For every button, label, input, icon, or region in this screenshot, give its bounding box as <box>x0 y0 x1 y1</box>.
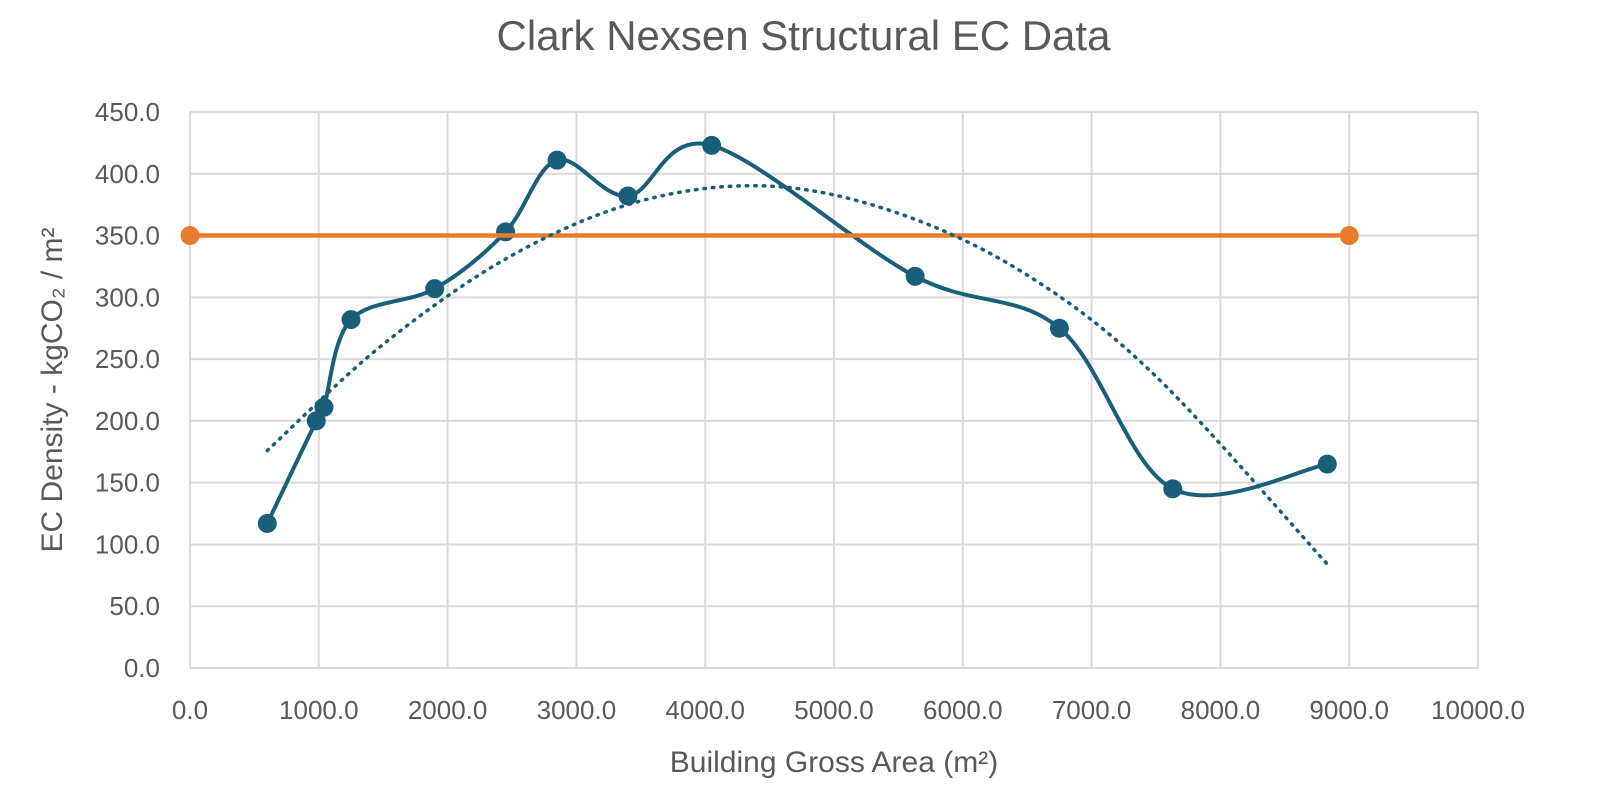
series-layer <box>180 135 1359 566</box>
grid-layer <box>189 111 1479 669</box>
data-point <box>341 310 361 330</box>
x-tick-label: 8000.0 <box>1181 695 1261 725</box>
y-tick-label: 450.0 <box>95 97 160 127</box>
y-tick-label: 250.0 <box>95 344 160 374</box>
data-point <box>1049 318 1069 338</box>
data-point <box>905 266 925 286</box>
chart-title: Clark Nexsen Structural EC Data <box>496 12 1111 59</box>
y-tick-label: 350.0 <box>95 221 160 251</box>
series-line <box>265 141 1328 525</box>
x-axis-title: Building Gross Area (m²) <box>670 746 998 779</box>
y-tick-label: 0.0 <box>124 653 160 683</box>
y-tick-label: 150.0 <box>95 468 160 498</box>
x-tick-label: 0.0 <box>172 695 208 725</box>
tick-label-layer: 0.0 50.0 100.0 150.0 200.0 250.0 300.0 350.0 400… <box>95 97 1525 725</box>
x-tick-label: 4000.0 <box>665 695 745 725</box>
y-tick-label: 300.0 <box>95 282 160 312</box>
data-point <box>1163 479 1183 499</box>
reference-point <box>1339 226 1359 246</box>
y-tick-label: 400.0 <box>95 159 160 189</box>
data-point <box>547 150 567 170</box>
y-tick-label: 50.0 <box>109 591 160 621</box>
x-tick-label: 7000.0 <box>1052 695 1132 725</box>
data-point <box>257 513 277 533</box>
data-point <box>496 222 516 242</box>
trendline <box>265 183 1330 566</box>
y-tick-label: 200.0 <box>95 406 160 436</box>
data-point <box>1317 454 1337 474</box>
x-tick-label: 6000.0 <box>923 695 1003 725</box>
reference-point <box>180 226 200 246</box>
data-point <box>702 135 722 155</box>
y-tick-label: 100.0 <box>95 529 160 559</box>
data-point <box>425 279 445 299</box>
x-tick-label: 2000.0 <box>408 695 488 725</box>
x-tick-label: 10000.0 <box>1431 695 1525 725</box>
data-point <box>618 186 638 206</box>
x-tick-label: 5000.0 <box>794 695 874 725</box>
x-tick-label: 9000.0 <box>1309 695 1389 725</box>
x-tick-label: 1000.0 <box>279 695 359 725</box>
x-tick-label: 3000.0 <box>537 695 617 725</box>
y-axis-title: EC Density - kgCO₂ / m² <box>36 227 69 552</box>
data-point <box>314 397 334 417</box>
